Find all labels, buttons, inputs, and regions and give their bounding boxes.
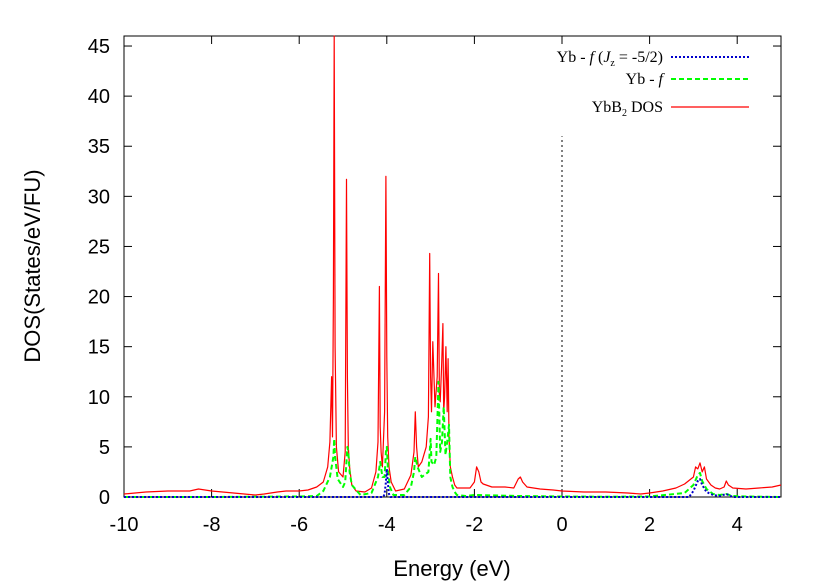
series-group xyxy=(123,35,782,498)
y-axis-ticks: 0 5 10 15 20 25 30 35 40 45 xyxy=(88,36,781,509)
legend-label-yb-f: Yb - f xyxy=(626,71,666,88)
legend-label-total: YbB2 DOS xyxy=(592,99,663,119)
y-tick-label: 40 xyxy=(88,86,110,108)
x-tick-label: -8 xyxy=(203,514,221,536)
x-tick-label: -6 xyxy=(290,514,308,536)
series-line-total xyxy=(123,35,782,496)
x-tick-label: 2 xyxy=(644,514,655,536)
x-tick-label: -10 xyxy=(110,514,139,536)
series-line-yb-f xyxy=(124,380,782,498)
x-axis-ticks: -10 -8 -6 -4 -2 0 2 4 xyxy=(110,36,743,536)
y-tick-label: 45 xyxy=(88,36,110,58)
legend: Yb - f (Jz = -5/2) Yb - f YbB2 DOS xyxy=(557,49,749,119)
y-tick-label: 20 xyxy=(88,287,110,309)
x-axis-title: Energy (eV) xyxy=(393,556,510,581)
plot-frame xyxy=(123,35,782,498)
y-axis-title: DOS(States/eV/FU) xyxy=(20,169,45,362)
y-tick-label: 30 xyxy=(88,186,110,208)
x-tick-label: -2 xyxy=(466,514,484,536)
x-tick-label: 4 xyxy=(732,514,743,536)
y-tick-label: 5 xyxy=(99,437,110,459)
legend-label-yb-f-jz: Yb - f (Jz = -5/2) xyxy=(557,49,663,69)
y-tick-label: 35 xyxy=(88,136,110,158)
x-tick-label: 0 xyxy=(556,514,567,536)
series-line-yb-f-jz xyxy=(124,467,781,498)
y-tick-label: 0 xyxy=(99,487,110,509)
x-tick-label: -4 xyxy=(378,514,396,536)
y-tick-label: 25 xyxy=(88,236,110,258)
y-tick-label: 10 xyxy=(88,387,110,409)
y-tick-label: 15 xyxy=(88,337,110,359)
